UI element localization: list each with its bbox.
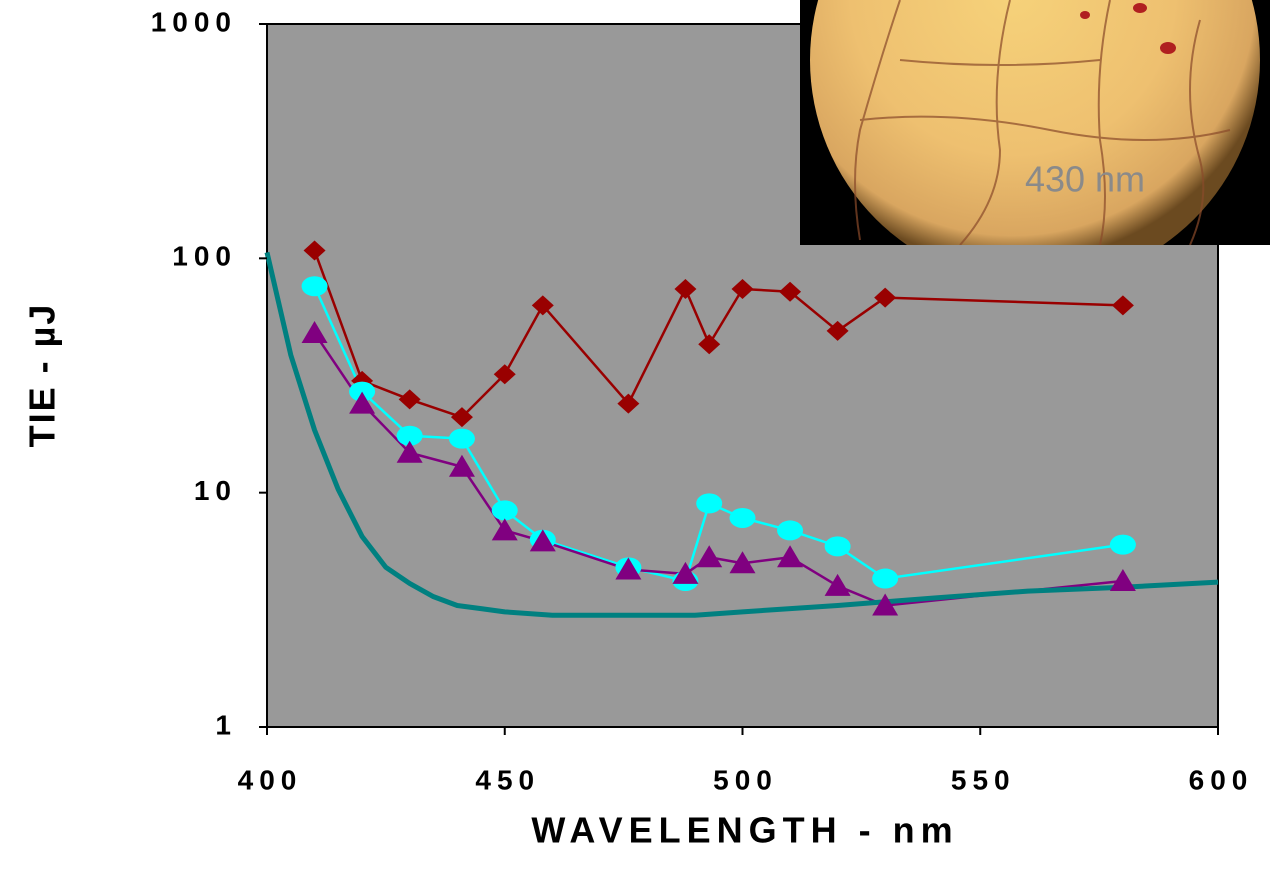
y-tick-label: 10	[194, 475, 237, 506]
x-tick-label: 500	[713, 764, 778, 795]
circle-marker	[302, 276, 328, 296]
y-tick-label: 100	[172, 241, 237, 272]
x-tick-label: 550	[951, 764, 1016, 795]
x-tick-label: 600	[1189, 764, 1254, 795]
circle-marker	[872, 569, 898, 589]
circle-marker	[825, 536, 851, 556]
circle-marker	[730, 508, 756, 528]
circle-marker	[777, 520, 803, 540]
x-axis-title: WAVELENGTH - nm	[531, 810, 958, 851]
circle-marker	[492, 500, 518, 520]
circle-marker	[1110, 535, 1136, 555]
y-axis-title: TIE - µJ	[22, 303, 63, 448]
x-tick-label: 400	[238, 764, 303, 795]
y-tick-label: 1000	[151, 6, 237, 37]
inset-label: 430 nm	[1025, 159, 1145, 200]
circle-marker	[449, 429, 475, 449]
page: {"chart_data": { "type": "line", "x_labe…	[0, 0, 1270, 883]
y-tick-label: 1	[215, 709, 237, 740]
x-tick-label: 450	[475, 764, 540, 795]
inset-image: 430 nm	[800, 0, 1270, 285]
circle-marker	[696, 493, 722, 513]
chart: 430 nm WAVELENGTH - nm TIE - µJ 1 10 100 10…	[0, 0, 1270, 883]
